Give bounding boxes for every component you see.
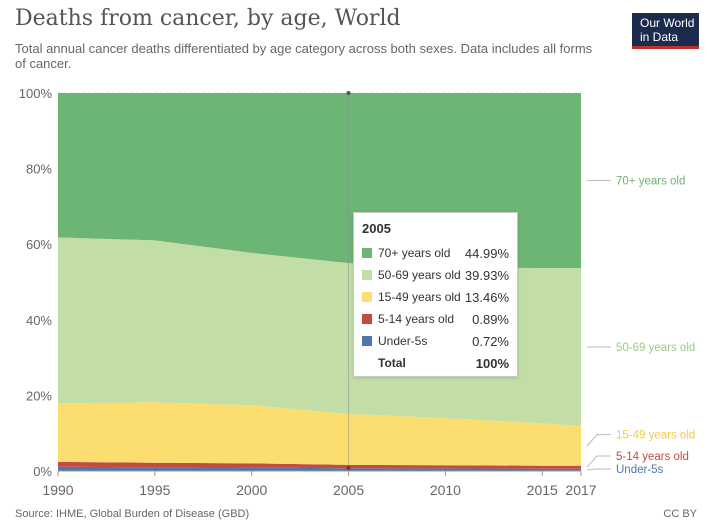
chart-subtitle: Total annual cancer deaths differentiate…	[15, 41, 593, 71]
tooltip-total-row: Total 100%	[362, 352, 509, 374]
tooltip-year: 2005	[362, 221, 391, 236]
tooltip-total-label: Total	[378, 356, 406, 370]
tooltip-swatch	[362, 248, 372, 258]
area-under-5s	[58, 466, 581, 471]
tooltip-value: 39.93%	[464, 267, 509, 283]
tooltip-value: 13.46%	[464, 289, 509, 305]
tooltip-value: 44.99%	[464, 245, 509, 261]
tooltip-label: 70+ years old	[378, 246, 451, 260]
hover-tooltip: 2005 70+ years old 44.99% 50-69 years old 3…	[353, 212, 518, 377]
x-tick-label: 1990	[42, 482, 73, 498]
hover-point	[346, 466, 351, 470]
tooltip-row: 50-69 years old 39.93%	[362, 264, 509, 286]
tooltip-label: 5-14 years old	[378, 312, 455, 326]
legend-label: 50-69 years old	[616, 342, 695, 354]
area-5-14-years-old	[58, 461, 581, 469]
legend-connector	[586, 455, 611, 468]
chart-title: Deaths from cancer, by age, World	[15, 6, 401, 31]
legend-label: 15-49 years old	[616, 430, 695, 442]
tooltip-row: 5-14 years old 0.89%	[362, 308, 509, 330]
tooltip-swatch	[362, 336, 372, 346]
x-tick-label: 1995	[139, 482, 170, 498]
tooltip-row: 70+ years old 44.99%	[362, 242, 509, 264]
tooltip-swatch	[362, 314, 372, 324]
legend-connector	[586, 434, 611, 447]
legend-connector	[586, 468, 611, 471]
hover-point	[346, 91, 351, 95]
legend-label: Under-5s	[616, 464, 664, 476]
logo-line-1: Our World	[640, 16, 695, 30]
tooltip-label: 50-69 years old	[378, 268, 461, 282]
y-tick-label: 40%	[26, 313, 52, 328]
legend-label: 5-14 years old	[616, 451, 689, 463]
tooltip-total-value: 100%	[475, 355, 509, 371]
owid-logo[interactable]: Our World in Data	[632, 13, 699, 49]
legend-label: 70+ years old	[616, 176, 685, 188]
tooltip-label: 15-49 years old	[378, 290, 461, 304]
tooltip-value: 0.72%	[472, 333, 509, 349]
tooltip-value: 0.89%	[472, 311, 509, 327]
x-tick-label: 2000	[236, 482, 267, 498]
tooltip-swatch	[362, 292, 372, 302]
tooltip-row: 15-49 years old 13.46%	[362, 286, 509, 308]
x-tick-label: 2005	[333, 482, 364, 498]
tooltip-row: Under-5s 0.72%	[362, 330, 509, 352]
y-tick-label: 60%	[26, 237, 52, 252]
y-tick-label: 0%	[33, 464, 52, 479]
y-tick-label: 80%	[26, 162, 52, 177]
y-tick-label: 100%	[19, 86, 53, 101]
source-note[interactable]: Source: IHME, Global Burden of Disease (…	[15, 508, 250, 520]
x-tick-label: 2015	[527, 482, 558, 498]
tooltip-label: Under-5s	[378, 334, 428, 348]
y-tick-label: 20%	[26, 388, 52, 403]
license-link[interactable]: CC BY	[663, 508, 697, 520]
logo-line-2: in Data	[640, 30, 679, 44]
tooltip-swatch	[362, 270, 372, 280]
x-tick-label: 2017	[565, 482, 596, 498]
x-tick-label: 2010	[430, 482, 461, 498]
area-15-49-years-old	[58, 402, 581, 466]
